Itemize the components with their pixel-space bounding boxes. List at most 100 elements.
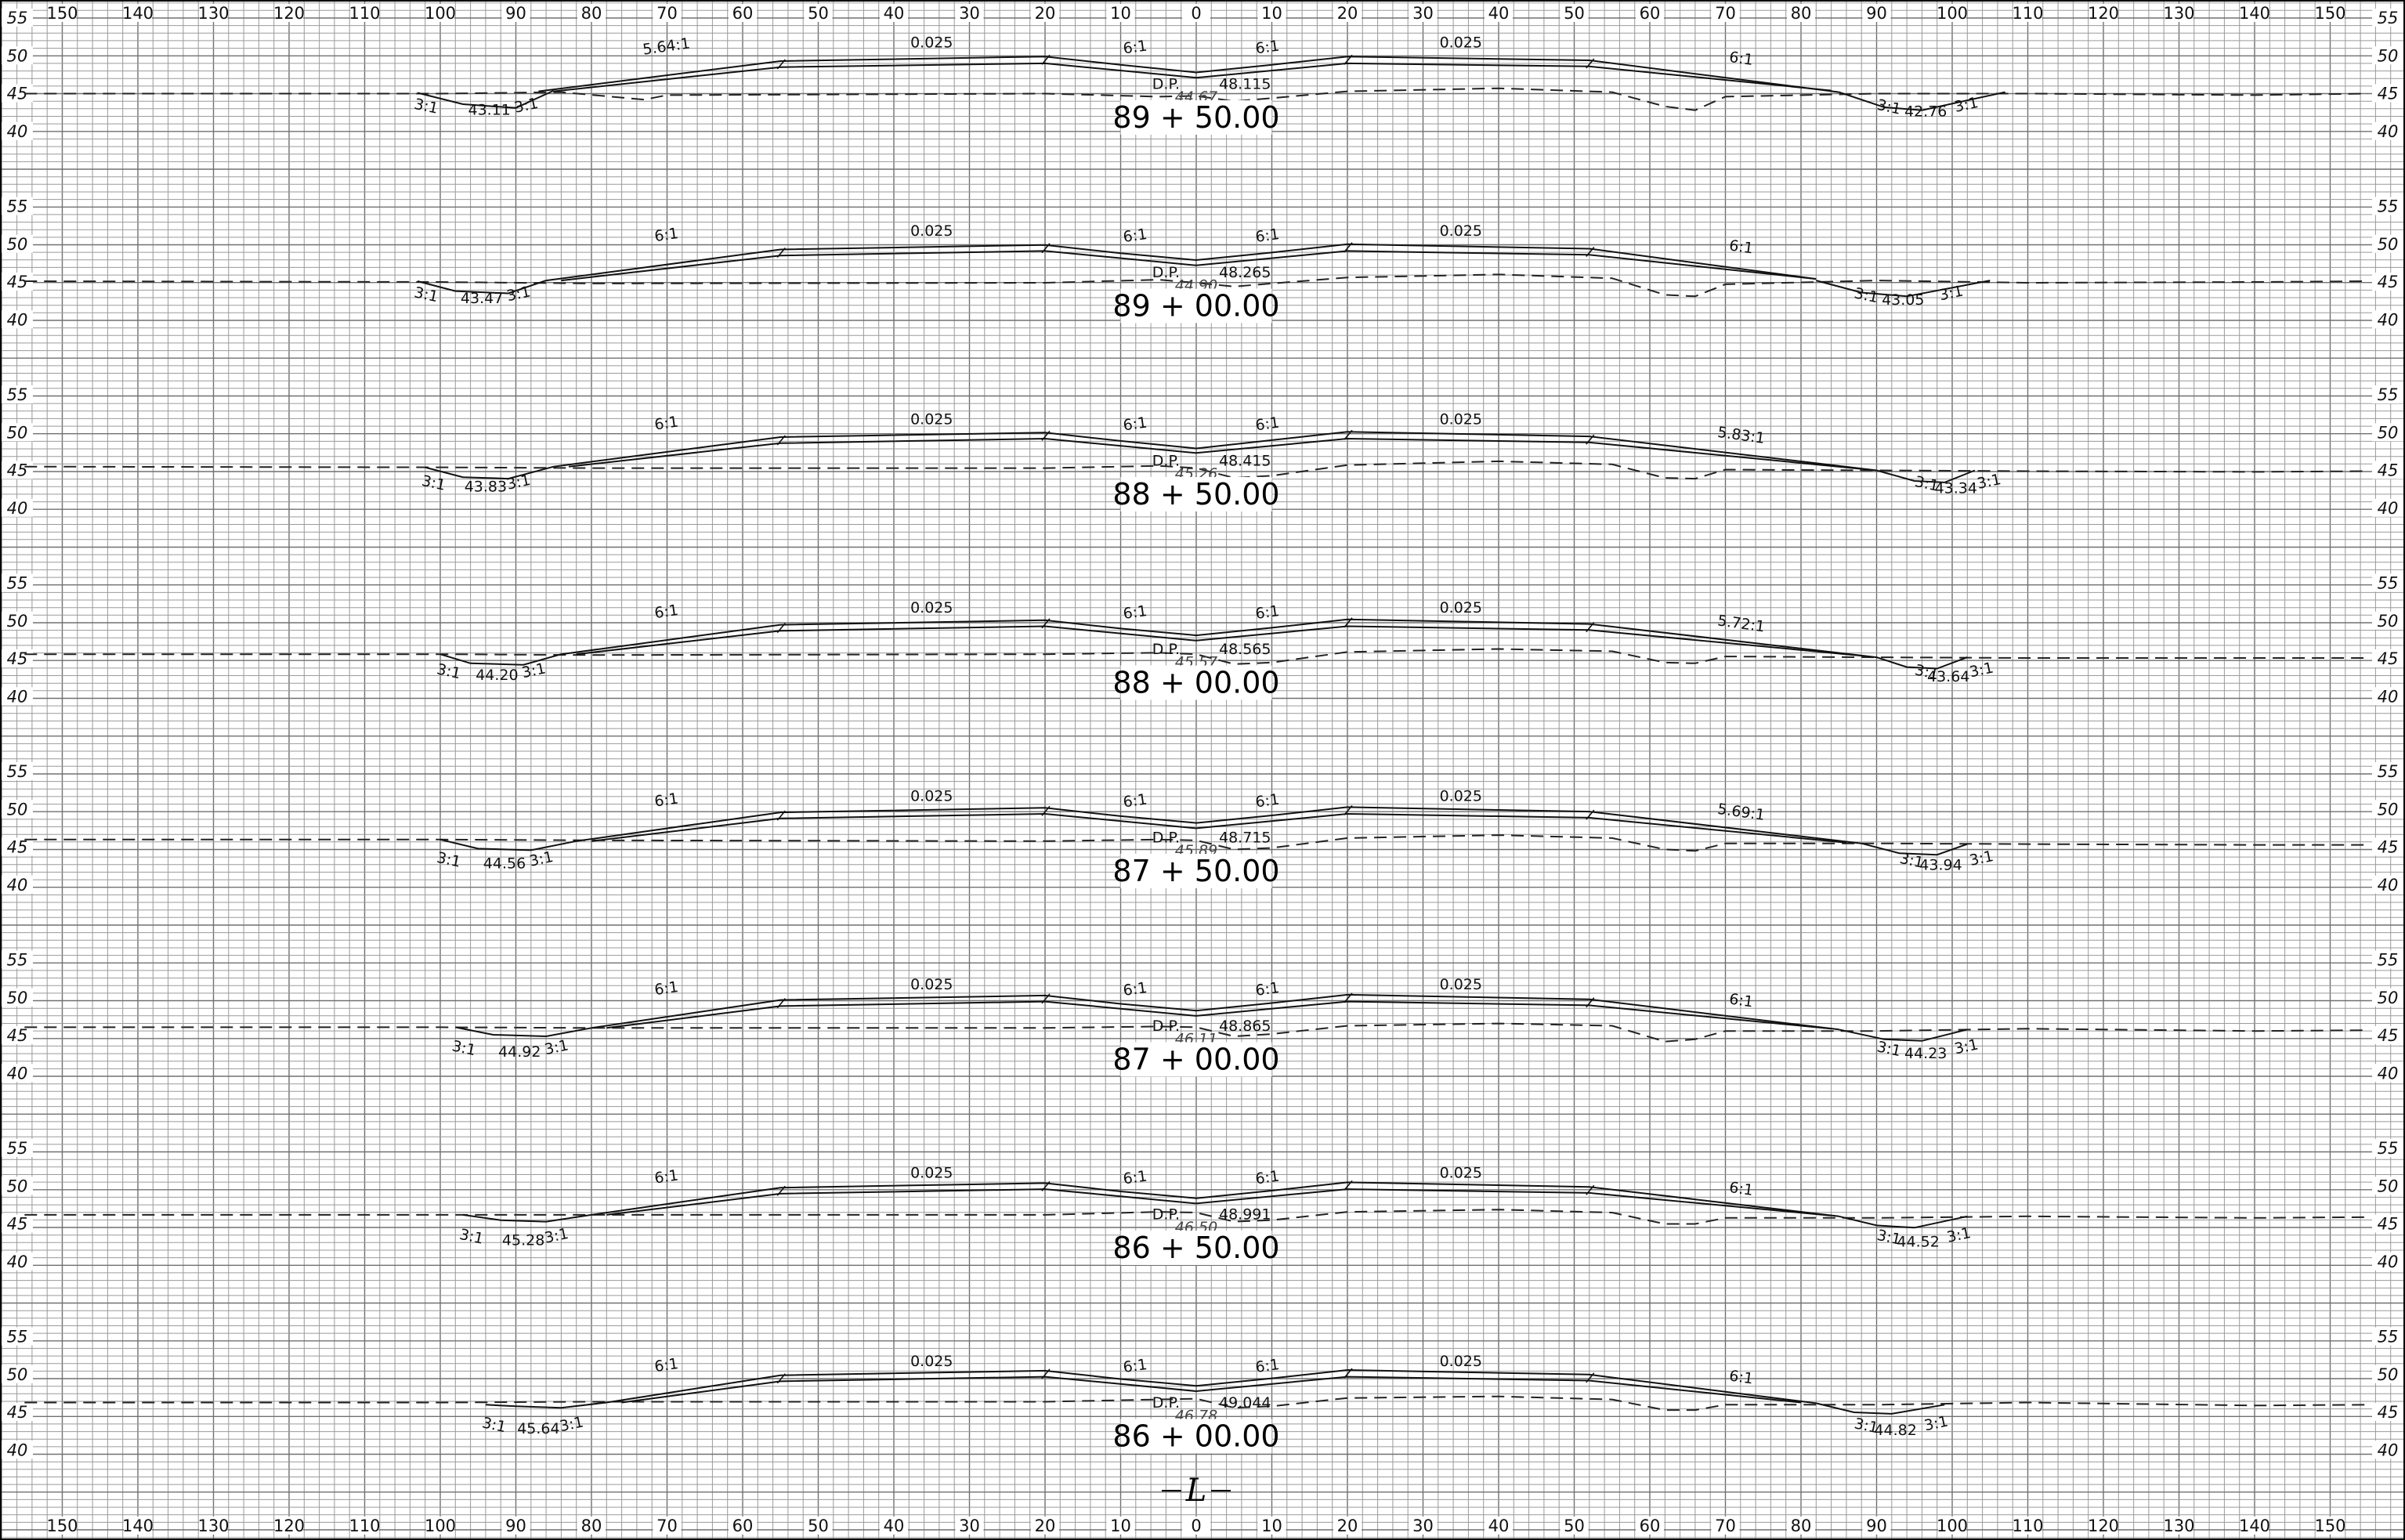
subgrade-line: [621, 1376, 1802, 1404]
offset-tick-label-bg: [2089, 4, 2117, 22]
bottom-offset-axis: 150 140 130 120 110 100 90 80 70 60 50 40 30 20 10 0 10 2…: [46, 1517, 2346, 1535]
elevation-tick-label-left: 45: [7, 273, 28, 291]
offset-tick-label-bg: [2164, 1517, 2193, 1535]
elevation-tick-label-right: 40: [2378, 876, 2399, 895]
offset-tick-label-bottom: 50: [1564, 1517, 1585, 1535]
elevation-label-bg: [2, 687, 33, 706]
shoulder-break-tick: [1586, 434, 1595, 445]
finished-grade-line: [591, 1181, 1839, 1217]
elevation-label-bg: [2, 1177, 33, 1195]
shoulder-break-tick: [1586, 246, 1595, 258]
elevation-label-bg: [2372, 423, 2403, 442]
station-label-bg: [1120, 853, 1272, 888]
right-median-slope-label: 6:1: [1254, 226, 1280, 246]
elevation-label-bg: [2372, 762, 2403, 780]
elevation-tick-label-left: 45: [7, 1403, 28, 1422]
elevation-label-bg: [2372, 385, 2403, 403]
offset-tick-label-bg: [1485, 1517, 1513, 1535]
offset-tick-label-bottom: 130: [197, 1517, 229, 1535]
design-point-elevation: 48.115: [1219, 76, 1271, 93]
station-label-bg: [1120, 288, 1272, 324]
elevation-label-bg: [2, 46, 33, 65]
subgrade-line: [568, 437, 1862, 470]
shoulder-break-tick: [1344, 617, 1353, 628]
offset-tick-label-bg: [48, 1517, 77, 1535]
subgrade-line: [576, 625, 1862, 657]
station-label: 89 + 00.00: [1112, 288, 1279, 323]
elevation-label-bg: [2, 837, 33, 856]
shoulder-break-tick: [1586, 997, 1595, 1008]
offset-tick-label-top: 70: [1715, 4, 1736, 23]
elevation-label-bg: [2372, 611, 2403, 630]
elevation-tick-label-right: 45: [2378, 1215, 2399, 1234]
elevation-tick-label-left: 40: [7, 687, 28, 706]
elevation-label-bg: [2372, 950, 2403, 969]
left-ditch-line: [439, 653, 562, 666]
left-fill-slope-label: 6:1: [653, 1355, 679, 1376]
right-ditch-line: [1876, 656, 1968, 670]
offset-tick-label-bottom: 140: [2239, 1517, 2270, 1535]
elevation-tick-label-left: 55: [7, 1328, 28, 1347]
offset-tick-label-top: 60: [732, 4, 754, 23]
elevation-tick-label-right: 50: [2378, 612, 2399, 631]
elevation-tick-label-right: 40: [2378, 1253, 2399, 1271]
offset-tick-label-top: 70: [656, 4, 678, 23]
offset-tick-label-top: 150: [46, 4, 78, 23]
elevation-label-bg: [2372, 1064, 2403, 1083]
existing-ground-line: [24, 273, 2368, 298]
existing-ground-line: [24, 1022, 2368, 1043]
left-ditch-elevation: 45.28: [502, 1232, 544, 1249]
left-fill-slope-label: 6:1: [653, 602, 679, 622]
left-cross-slope-label: 0.025: [910, 411, 953, 428]
right-ditch-line: [1839, 1028, 1968, 1042]
shoulder-break-tick: [1344, 242, 1353, 253]
station-label: 87 + 50.00: [1112, 854, 1279, 888]
left-ditch-line: [485, 1401, 607, 1409]
left-cross-slope-label: 0.025: [910, 1165, 953, 1182]
offset-tick-label-top: 30: [1412, 4, 1434, 23]
left-ditch-elevation: 44.20: [476, 667, 518, 684]
right-median-slope-label: 6:1: [1254, 37, 1280, 57]
right-cross-slope-label: 0.025: [1440, 1353, 1482, 1370]
offset-tick-label-top: 80: [581, 4, 602, 23]
elevation-tick-label-left: 45: [7, 461, 28, 480]
elevation-tick-label-left: 55: [7, 1139, 28, 1158]
subgrade-line: [553, 62, 1832, 92]
design-point-elevation: 48.415: [1219, 453, 1271, 470]
shoulder-break-tick: [1041, 805, 1051, 816]
left-ditch-line: [425, 465, 555, 480]
offset-tick-label-bottom: 140: [122, 1517, 154, 1535]
elevation-tick-label-right: 40: [2378, 687, 2399, 706]
finished-grade-line: [538, 56, 1839, 93]
elevation-tick-label-left: 45: [7, 1215, 28, 1234]
left-median-slope-label: 6:1: [1122, 414, 1148, 434]
elevation-label-bg: [2372, 461, 2403, 479]
elevation-label-bg: [2372, 46, 2403, 65]
right-ditch-elevation: 43.05: [1882, 291, 1924, 309]
elevation-label-bg: [2372, 1403, 2403, 1421]
elevation-label-bg: [2372, 1139, 2403, 1157]
offset-tick-label-bottom: 40: [1488, 1517, 1510, 1535]
offset-tick-label-top: 110: [2012, 4, 2043, 23]
elevation-label-bg: [2372, 687, 2403, 706]
offset-tick-label-top: 140: [122, 4, 154, 23]
elevation-label-bg: [2, 950, 33, 969]
cross-section: 55 55 50 50 45 45 40 40 6:1 0.025 6:1 6:1 0.025 6:1 D.…: [2, 950, 2403, 1083]
elevation-label-bg: [2372, 837, 2403, 856]
shoulder-break-tick: [1344, 1180, 1353, 1191]
design-point-label: D.P.: [1152, 830, 1180, 847]
elevation-label-bg: [2, 762, 33, 780]
left-ditch-line: [417, 89, 555, 109]
shoulder-break-tick: [1344, 429, 1353, 440]
design-point-label: D.P.: [1152, 641, 1180, 658]
offset-tick-label-bg: [1862, 4, 1891, 22]
offset-tick-label-bg: [350, 4, 379, 22]
elevation-tick-label-right: 40: [2378, 122, 2399, 141]
finished-grade-line: [553, 431, 1877, 472]
design-point-label: D.P.: [1152, 264, 1180, 281]
offset-tick-label-bottom: 0: [1191, 1517, 1201, 1535]
offset-tick-label-bottom: 110: [2012, 1517, 2043, 1535]
elevation-label-bg: [2372, 800, 2403, 819]
